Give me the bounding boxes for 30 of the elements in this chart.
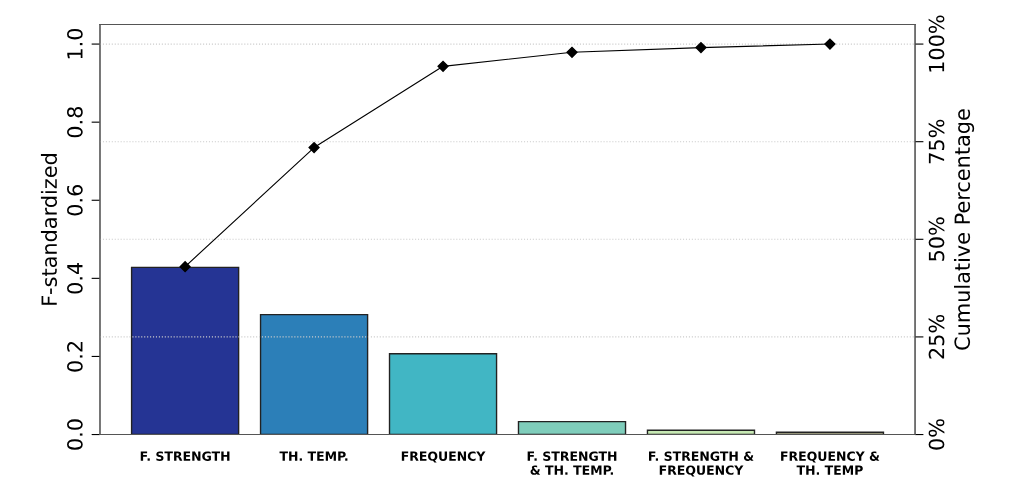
y2-tick-label: 100% xyxy=(928,15,945,72)
bar xyxy=(259,313,369,435)
y-tick-label: 1.0 xyxy=(67,28,83,59)
point xyxy=(308,141,320,154)
x-tick-label: F. STRENGTH xyxy=(140,451,230,461)
y2-tick-label: 25% xyxy=(928,314,945,359)
y-tick-label: 0.0 xyxy=(67,419,83,450)
bar xyxy=(517,420,627,435)
point xyxy=(566,46,578,58)
x-tick-label: FREQUENCY xyxy=(401,451,486,463)
y-tick-label: 0.4 xyxy=(67,262,83,294)
point xyxy=(437,60,449,72)
point xyxy=(824,38,836,50)
bar xyxy=(130,266,240,435)
y2-tick-label: 0% xyxy=(928,419,945,450)
y-tick-label: 0.2 xyxy=(67,341,83,372)
y2-tick-label: 75% xyxy=(928,119,945,164)
y-tick-label: 0.8 xyxy=(67,107,83,138)
y2-tick-label: 50% xyxy=(928,217,945,261)
x-tick-label: F. STRENGTH & FREQUENCY xyxy=(649,451,754,477)
bar xyxy=(388,353,498,435)
bar xyxy=(775,431,885,435)
y-tick-label: 0.6 xyxy=(67,185,83,216)
x-tick-label: TH. TEMP. xyxy=(279,451,348,461)
y-axis-title: F-standardized xyxy=(40,154,58,305)
point xyxy=(179,261,191,273)
x-tick-label: FREQUENCY & TH. TEMP xyxy=(781,451,880,475)
point xyxy=(695,41,707,54)
x-tick-label: F. STRENGTH & TH. TEMP. xyxy=(527,451,617,475)
y2-axis-title: Cumulative Percentage xyxy=(953,109,975,350)
